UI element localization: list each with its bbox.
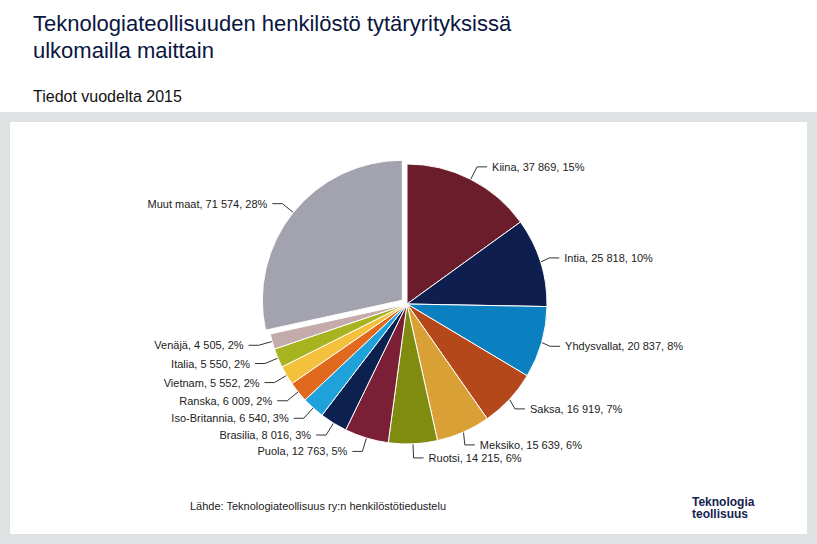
svg-text:Brasilia, 8 016, 3%: Brasilia, 8 016, 3% — [219, 429, 311, 441]
svg-text:Saksa, 16 919, 7%: Saksa, 16 919, 7% — [530, 403, 623, 415]
svg-text:Ruotsi, 14 215, 6%: Ruotsi, 14 215, 6% — [429, 452, 522, 464]
svg-text:Lähde: Teknologiateollisuus ry: Lähde: Teknologiateollisuus ry:n henkilö… — [190, 500, 446, 512]
svg-text:Meksiko, 15 639, 6%: Meksiko, 15 639, 6% — [480, 439, 582, 451]
svg-text:ulkomailla maittain: ulkomailla maittain — [33, 38, 214, 63]
svg-text:Kiina, 37 869, 15%: Kiina, 37 869, 15% — [492, 161, 585, 173]
svg-text:Ranska, 6 009, 2%: Ranska, 6 009, 2% — [179, 395, 272, 407]
svg-text:Teknologiateollisuuden henkilö: Teknologiateollisuuden henkilöstö tytäry… — [33, 11, 512, 36]
svg-text:Tiedot vuodelta 2015: Tiedot vuodelta 2015 — [33, 88, 182, 105]
svg-text:Yhdysvallat, 20 837, 8%: Yhdysvallat, 20 837, 8% — [565, 340, 683, 352]
svg-text:Vietnam, 5 552, 2%: Vietnam, 5 552, 2% — [164, 377, 260, 389]
svg-text:Iso-Britannia, 6 540, 3%: Iso-Britannia, 6 540, 3% — [171, 412, 289, 424]
svg-text:Teknologia: Teknologia — [692, 495, 755, 509]
svg-text:Venäjä, 4 505, 2%: Venäjä, 4 505, 2% — [154, 339, 244, 351]
svg-text:teollisuus: teollisuus — [692, 507, 748, 521]
svg-text:Intia, 25 818, 10%: Intia, 25 818, 10% — [564, 252, 653, 264]
svg-text:Puola, 12 763, 5%: Puola, 12 763, 5% — [257, 445, 347, 457]
svg-text:Muut maat, 71 574, 28%: Muut maat, 71 574, 28% — [148, 198, 268, 210]
svg-text:Italia, 5 550, 2%: Italia, 5 550, 2% — [171, 358, 250, 370]
